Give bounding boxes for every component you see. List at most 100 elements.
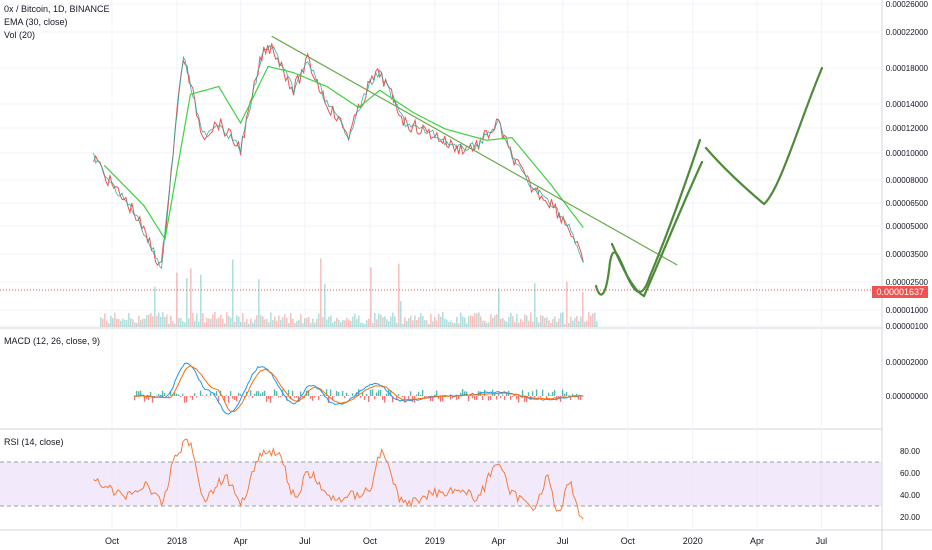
macd-histogram-bar bbox=[549, 395, 552, 396]
macd-histogram-bar bbox=[143, 396, 146, 402]
macd-histogram-bar bbox=[289, 396, 292, 400]
volume-bar bbox=[206, 318, 208, 327]
volume-bar bbox=[430, 314, 432, 327]
volume-bar bbox=[442, 312, 444, 327]
volume-bar bbox=[516, 314, 518, 327]
price-series-line bbox=[93, 43, 584, 266]
volume-bar bbox=[288, 322, 290, 327]
volume-bar bbox=[536, 317, 538, 327]
volume-bar bbox=[150, 312, 152, 327]
macd-histogram-bar bbox=[565, 391, 568, 396]
macd-histogram-bar bbox=[323, 394, 326, 396]
macd-histogram-bar bbox=[195, 396, 198, 398]
volume-bar bbox=[164, 316, 166, 327]
y-tick-label: 0.00005000 bbox=[886, 222, 929, 231]
volume-bar bbox=[186, 278, 188, 327]
macd-histogram-bar bbox=[325, 389, 328, 396]
x-tick-label: Jul bbox=[557, 536, 569, 546]
volume-bar bbox=[508, 316, 510, 327]
volume-bar bbox=[554, 316, 556, 327]
macd-histogram-bar bbox=[415, 394, 418, 396]
x-tick-label: Jul bbox=[816, 536, 828, 546]
volume-bar bbox=[528, 320, 530, 327]
volume-bar bbox=[134, 322, 136, 327]
volume-bar bbox=[156, 315, 158, 327]
volume-bar bbox=[108, 323, 110, 327]
volume-bar bbox=[468, 316, 470, 327]
volume-bar bbox=[444, 318, 446, 327]
macd-histogram-bar bbox=[481, 396, 484, 401]
macd-histogram-bar bbox=[379, 389, 382, 396]
volume-bar bbox=[354, 313, 356, 327]
volume-bar bbox=[426, 320, 428, 327]
volume-bar bbox=[202, 313, 204, 327]
volume-bar bbox=[104, 313, 106, 327]
volume-bar bbox=[128, 312, 130, 327]
volume-bar bbox=[258, 279, 260, 327]
volume-bar bbox=[544, 317, 546, 327]
volume-bar bbox=[212, 314, 214, 327]
volume-bar bbox=[120, 320, 122, 327]
legend-ema: EMA (30, close) bbox=[4, 17, 68, 27]
macd-histogram-bar bbox=[371, 389, 374, 396]
volume-bar bbox=[256, 315, 258, 327]
volume-bar bbox=[236, 315, 238, 327]
macd-histogram-bar bbox=[249, 390, 252, 396]
volume-bar bbox=[338, 319, 340, 327]
volume-bar bbox=[578, 321, 580, 327]
y-tick-label: 0.00002000 bbox=[886, 358, 929, 367]
volume-bar bbox=[190, 268, 192, 327]
macd-histogram-bar bbox=[139, 390, 142, 396]
volume-bar bbox=[232, 259, 234, 327]
volume-bar bbox=[266, 319, 268, 327]
macd-histogram-bar bbox=[145, 396, 148, 399]
volume-bar bbox=[238, 316, 240, 327]
macd-histogram-bar bbox=[157, 394, 160, 396]
volume-bar bbox=[196, 313, 198, 327]
volume-bar bbox=[368, 318, 370, 327]
x-tick-label: Oct bbox=[621, 536, 636, 546]
macd-histogram-bar bbox=[185, 396, 188, 403]
volume-bar bbox=[118, 318, 120, 327]
volume-bar bbox=[184, 322, 186, 327]
macd-histogram-bar bbox=[407, 396, 410, 401]
volume-bar bbox=[492, 317, 494, 327]
macd-histogram-bar bbox=[431, 396, 434, 402]
x-tick-label: Oct bbox=[363, 536, 378, 546]
volume-bar bbox=[374, 312, 376, 327]
macd-histogram-bar bbox=[511, 396, 514, 397]
volume-bar bbox=[550, 322, 552, 327]
volume-bar bbox=[100, 317, 102, 327]
macd-histogram-bar bbox=[451, 396, 454, 399]
macd-histogram-bar bbox=[437, 396, 440, 400]
volume-bar bbox=[456, 316, 458, 327]
volume-bar bbox=[328, 316, 330, 327]
volume-bar bbox=[254, 319, 256, 327]
volume-bar bbox=[512, 316, 514, 327]
macd-histogram-bar bbox=[213, 392, 216, 396]
macd-histogram-bar bbox=[545, 396, 548, 399]
y-tick-label: 40.00 bbox=[900, 491, 921, 500]
volume-bar bbox=[514, 322, 516, 327]
macd-histogram-bar bbox=[273, 389, 276, 396]
volume-bar bbox=[522, 321, 524, 327]
volume-bar bbox=[358, 315, 360, 327]
volume-bar bbox=[392, 312, 394, 327]
volume-bar bbox=[486, 322, 488, 327]
macd-histogram-bar bbox=[335, 391, 338, 396]
macd-histogram-bar bbox=[455, 396, 458, 400]
rsi-band-fill bbox=[0, 462, 882, 506]
volume-bar bbox=[412, 320, 414, 327]
x-tick-label: Apr bbox=[750, 536, 764, 546]
macd-histogram-bar bbox=[435, 390, 438, 396]
volume-bar bbox=[248, 323, 250, 327]
volume-bar bbox=[380, 314, 382, 327]
volume-bar bbox=[286, 317, 288, 327]
macd-histogram-bar bbox=[503, 396, 506, 400]
volume-bar bbox=[568, 322, 570, 327]
volume-bar bbox=[264, 319, 266, 327]
volume-bar bbox=[308, 316, 310, 327]
macd-histogram-bar bbox=[299, 391, 302, 396]
macd-histogram-bar bbox=[309, 396, 312, 399]
